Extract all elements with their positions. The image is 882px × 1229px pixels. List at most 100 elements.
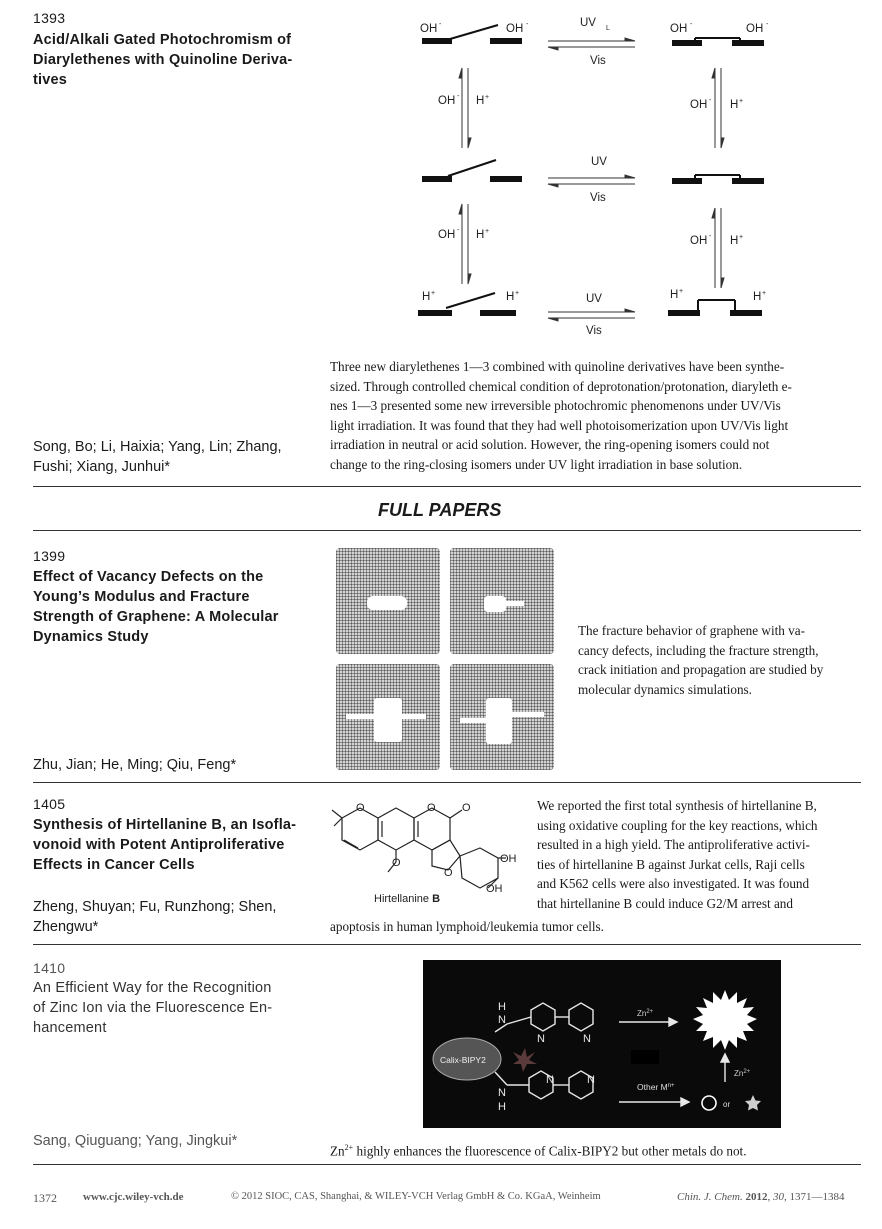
section-divider: [33, 530, 861, 531]
abstract-line: We reported the first total synthesis of…: [537, 798, 817, 813]
vacancy-crack: [484, 596, 506, 612]
section-heading: FULL PAPERS: [378, 500, 502, 520]
entry-title[interactable]: Effect of Vacancy Defects on the Young’s…: [33, 567, 305, 647]
nitrogen-label: H: [498, 1101, 506, 1113]
author-line: Zheng, Shuyan; Fu, Runzhong; Shen,: [33, 899, 277, 915]
scheme-h-label: H: [476, 95, 484, 107]
scheme-h-label: H: [476, 229, 484, 241]
calix-label: Calix-BIPY2: [440, 1055, 486, 1065]
abstract-line: apoptosis in human lymphoid/leukemia tum…: [330, 919, 604, 934]
section-divider: [33, 782, 861, 783]
scheme-oh-label: OH: [438, 95, 455, 107]
footer-citation: Chin. J. Chem. 2012, 30, 1371—1384: [677, 1191, 845, 1203]
scheme-oh-label: OH: [690, 235, 707, 247]
nitrogen-label: H: [498, 1001, 506, 1013]
hydroxyl-label: OH: [500, 853, 517, 865]
scheme-h-label: H: [506, 291, 514, 303]
entry-page-number: 1399: [33, 548, 66, 564]
fluorescence-burst-icon: [693, 990, 757, 1050]
abstract-line: ties of hirtellanine B against Jurkat ce…: [537, 856, 805, 872]
section-divider: [33, 1164, 861, 1165]
scheme-oh-label: OH: [746, 23, 763, 35]
svg-text:-: -: [766, 21, 769, 28]
title-line: An Efficient Way for the Recognition: [33, 980, 272, 996]
zinc-label: Zn2+: [637, 1009, 654, 1018]
abstract-line: that hirtellanine B could induce G2/M ar…: [537, 895, 793, 911]
abstract-line: cancy defects, including the fracture st…: [578, 642, 819, 658]
abstract-line: Three new diarylethenes 1—3 combined wit…: [330, 359, 785, 374]
svg-text:-: -: [690, 21, 693, 28]
title-line: vonoid with Potent Antiproliferative: [33, 837, 285, 853]
abstract-line: light irradiation. It was found that the…: [330, 417, 789, 433]
entry-title[interactable]: Synthesis of Hirtellanine B, an Isofla- …: [33, 815, 313, 875]
footer-url[interactable]: www.cjc.wiley-vch.de: [83, 1191, 184, 1203]
abstract-line: change to the ring-closing isomers under…: [330, 456, 743, 472]
entry-page-number: 1410: [33, 960, 66, 976]
fluorescence-graphic: Calix-BIPY2 H N N N N N N H Zn2+ Zn2+ Ot…: [423, 960, 781, 1128]
scheme-oh-label: OH: [438, 229, 455, 241]
zinc-label: Zn2+: [734, 1069, 751, 1078]
title-line: Dynamics Study: [33, 629, 149, 645]
vacancy-crack: [367, 596, 407, 610]
scheme-vis-label: Vis: [586, 325, 602, 337]
scheme-h-label: H: [730, 99, 738, 111]
hydroxyl-label: OH: [486, 883, 503, 895]
author-line: Zhu, Jian; He, Ming; Qiu, Feng*: [33, 757, 237, 773]
entry-abstract: Zn2+ highly enhances the fluorescence of…: [330, 1143, 747, 1159]
svg-text:-: -: [709, 233, 712, 240]
vacancy-crack: [502, 601, 524, 606]
entry-title[interactable]: An Efficient Way for the Recognition of …: [33, 978, 313, 1038]
entry-authors: Zhu, Jian; He, Ming; Qiu, Feng*: [33, 755, 313, 775]
title-line: tives: [33, 72, 68, 88]
nitrogen-label: N: [537, 1033, 545, 1045]
oxygen-label: O: [356, 802, 365, 814]
scheme-oh-label: OH: [690, 99, 707, 111]
nitrogen-label: N: [546, 1074, 554, 1086]
entry-abstract: The fracture behavior of graphene with v…: [578, 621, 862, 699]
scheme-vis-label: Vis: [590, 192, 606, 204]
svg-text:-: -: [709, 97, 712, 104]
title-line: Effect of Vacancy Defects on the: [33, 569, 264, 585]
entry-page-number: 1405: [33, 796, 66, 812]
svg-text:+: +: [762, 290, 766, 297]
entry-authors: Song, Bo; Li, Haixia; Yang, Lin; Zhang, …: [33, 437, 313, 477]
title-line: Acid/Alkali Gated Photochromism of: [33, 32, 292, 48]
svg-text:+: +: [739, 234, 743, 241]
entry-authors: Zheng, Shuyan; Fu, Runzhong; Shen, Zheng…: [33, 897, 313, 937]
scheme-uv-subscript: L: [606, 25, 610, 32]
abstract-line: using oxidative coupling for the key rea…: [537, 817, 818, 833]
vacancy-crack: [374, 698, 402, 742]
author-line: Zhengwu*: [33, 919, 99, 935]
entry-authors: Sang, Qiuguang; Yang, Jingkui*: [33, 1131, 313, 1151]
entry-title[interactable]: Acid/Alkali Gated Photochromism of Diary…: [33, 30, 313, 90]
or-label: or: [723, 1100, 730, 1109]
hirtellanine-structure: O O O O O OH OH Hirtellanine B: [331, 802, 517, 905]
photochromism-scheme: OH OH OH OH UV L Vis OH H OH H UV Vis OH…: [418, 17, 769, 337]
entry-abstract: Three new diarylethenes 1—3 combined wit…: [330, 357, 863, 475]
graphene-simulation-figure: [332, 546, 556, 772]
scheme-h-label: H: [670, 289, 678, 301]
abstract-line: The fracture behavior of graphene with v…: [578, 623, 806, 638]
nitrogen-label: N: [587, 1074, 595, 1086]
title-line: hancement: [33, 1020, 107, 1036]
footer-page-number: 1372: [33, 1191, 57, 1205]
svg-text:+: +: [431, 290, 435, 297]
title-line: Diarylethenes with Quinoline Deriva-: [33, 52, 293, 68]
scheme-oh-label: OH: [670, 23, 687, 35]
scheme-h-label: H: [730, 235, 738, 247]
svg-text:+: +: [515, 290, 519, 297]
scheme-uv-label: UV: [586, 293, 602, 305]
abstract-line: nes 1—3 presented some new irreversible …: [330, 398, 781, 414]
oxygen-label: O: [462, 802, 471, 814]
scheme-oh-label: OH: [420, 23, 437, 35]
entry-abstract: We reported the first total synthesis of…: [537, 796, 861, 914]
footer-copyright: © 2012 SIOC, CAS, Shanghai, & WILEY-VCH …: [231, 1191, 601, 1202]
vacancy-crack: [460, 718, 488, 723]
svg-text:+: +: [739, 98, 743, 105]
svg-text:-: -: [457, 227, 460, 234]
svg-text:-: -: [457, 93, 460, 100]
nitrogen-label: N: [498, 1087, 506, 1099]
svg-text:+: +: [485, 94, 489, 101]
section-divider: [33, 486, 861, 487]
title-line: of Zinc Ion via the Fluorescence En-: [33, 1000, 273, 1016]
